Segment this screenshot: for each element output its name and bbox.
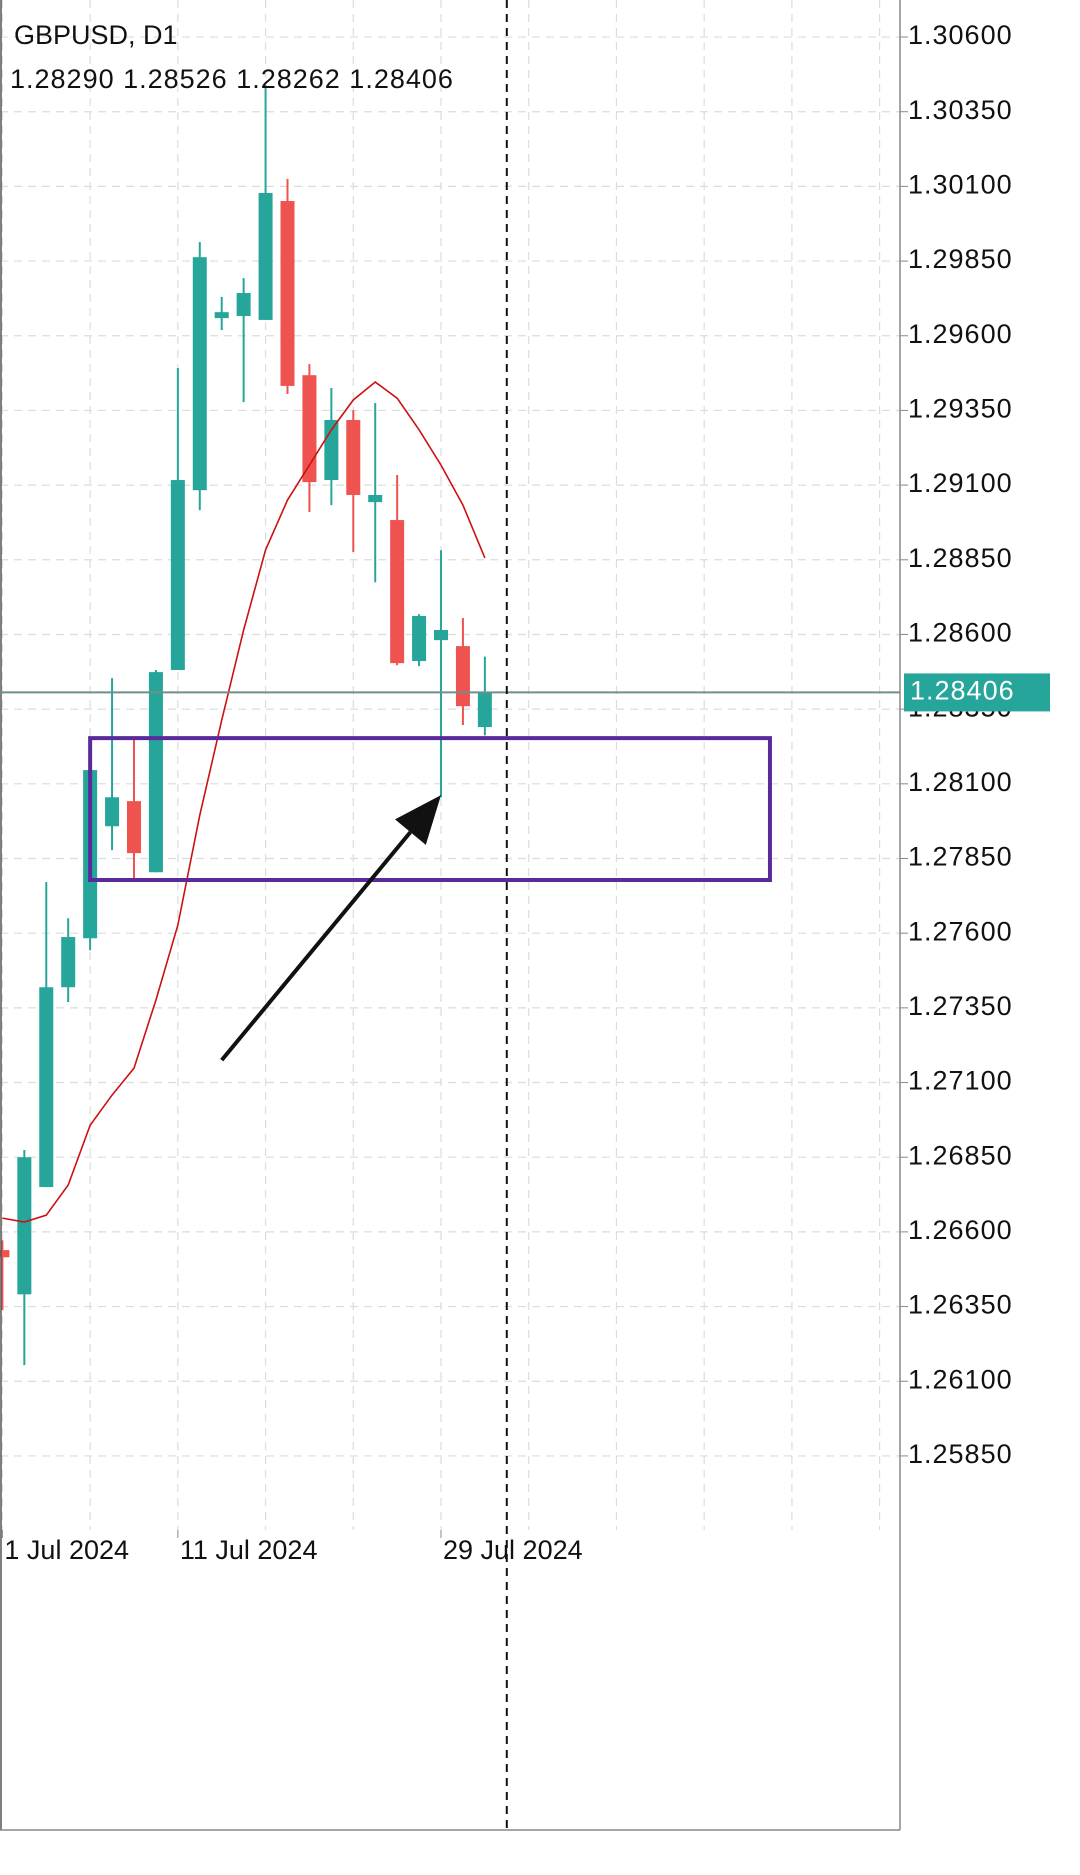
chart-title: GBPUSD, D1: [14, 20, 178, 50]
candle-body: [148, 672, 163, 873]
y-tick-label: 1.29100: [908, 468, 1013, 498]
y-tick-label: 1.27100: [908, 1066, 1013, 1096]
candle-body: [126, 801, 141, 854]
y-tick-label: 1.27350: [908, 991, 1013, 1021]
y-tick-label: 1.28100: [908, 767, 1013, 797]
y-tick-label: 1.29350: [908, 394, 1013, 424]
candle-body: [258, 192, 273, 320]
x-tick-label: 1 Jul 2024: [4, 1535, 129, 1565]
x-tick-label: 11 Jul 2024: [180, 1535, 318, 1565]
candle-body: [61, 937, 76, 988]
y-tick-label: 1.25850: [908, 1439, 1013, 1469]
candle-body: [455, 646, 470, 707]
x-tick-label: 29 Jul 2024: [443, 1535, 583, 1565]
y-tick-label: 1.26350: [908, 1290, 1013, 1320]
y-tick-label: 1.30600: [908, 20, 1013, 50]
zone-rectangle: [88, 736, 772, 883]
candle-body: [477, 692, 492, 728]
candle-body: [434, 629, 449, 641]
candle-body: [412, 615, 427, 662]
y-tick-label: 1.26100: [908, 1364, 1013, 1394]
chart-subtitle: 1.28290 1.28526 1.28262 1.28406: [10, 64, 454, 94]
y-tick-label: 1.27600: [908, 916, 1013, 946]
candle-body: [280, 201, 295, 386]
y-tick-label: 1.30350: [908, 95, 1013, 125]
candle-body: [214, 312, 229, 319]
marks-layer: [0, 85, 492, 1366]
overlay-layer: 1.30600 1.30350 1.30100 1.29850 1.29600 1.293…: [0, 0, 1050, 1830]
candle-body: [302, 375, 317, 483]
current-price-badge: [904, 673, 1050, 712]
candle-body: [390, 520, 405, 664]
y-tick-label: 1.28600: [908, 618, 1013, 648]
candle-body: [39, 987, 54, 1188]
arrow-head: [394, 795, 442, 845]
y-tick-label: 1.29850: [908, 244, 1013, 274]
y-tick-label: 1.27850: [908, 842, 1013, 872]
candle-body: [346, 419, 361, 495]
y-tick-label: 1.29600: [908, 319, 1013, 349]
candle-body: [236, 293, 251, 317]
candle-body: [105, 797, 120, 827]
candle-body: [17, 1157, 32, 1295]
candle-body: [0, 1250, 10, 1258]
moving-average-line: [2, 381, 486, 1223]
y-tick-label: 1.26850: [908, 1140, 1013, 1170]
arrow-shaft: [220, 830, 412, 1062]
candle-body: [192, 257, 207, 491]
grid-layer: [0, 0, 908, 1538]
y-tick-label: 1.30100: [908, 170, 1013, 200]
candle-body: [368, 494, 383, 503]
current-price-label: 1.28406: [910, 676, 1015, 706]
y-tick-label: 1.26600: [908, 1215, 1013, 1245]
candle-body: [170, 480, 185, 671]
y-tick-label: 1.28850: [908, 543, 1013, 573]
